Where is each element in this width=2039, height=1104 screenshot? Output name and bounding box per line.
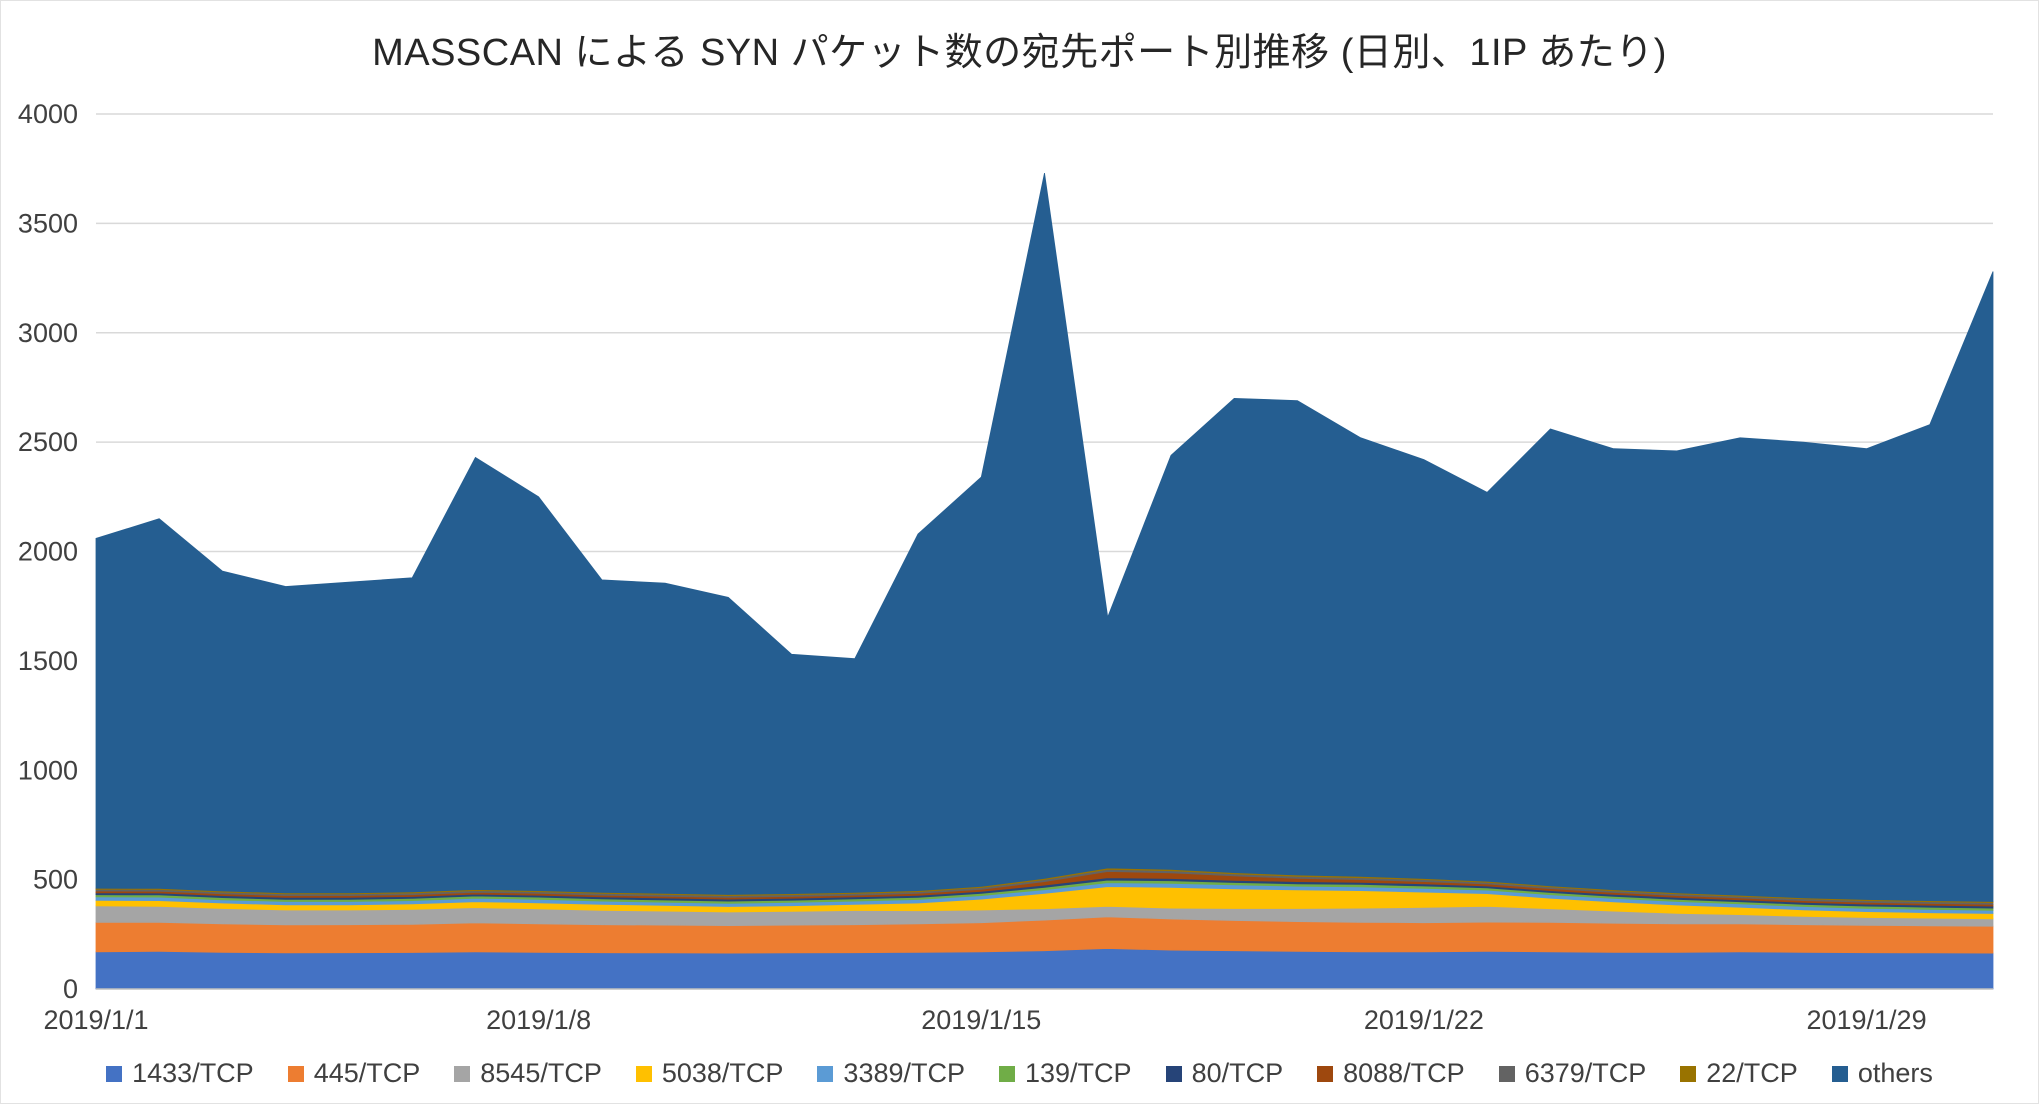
legend-swatch <box>1831 1065 1848 1082</box>
legend-item-1433-tcp: 1433/TCP <box>106 1058 254 1089</box>
legend-item-6379-tcp: 6379/TCP <box>1498 1058 1647 1089</box>
legend-swatch <box>1317 1065 1334 1082</box>
area-series-others <box>95 173 1994 902</box>
legend-swatch <box>999 1065 1015 1082</box>
legend-swatch <box>817 1065 834 1082</box>
y-tick-label: 2500 <box>18 427 78 457</box>
legend-swatch <box>1680 1065 1697 1082</box>
x-tick-label: 2019/1/15 <box>921 1005 1041 1035</box>
legend-label: 6379/TCP <box>1524 1058 1647 1088</box>
legend-item-445-tcp: 445/TCP <box>287 1058 421 1089</box>
y-tick-label: 3000 <box>18 318 78 348</box>
y-tick-label: 3500 <box>18 208 78 238</box>
x-tick-label: 2019/1/1 <box>43 1005 148 1035</box>
legend-item-8088-tcp: 8088/TCP <box>1317 1058 1465 1089</box>
legend-item-5038-tcp: 5038/TCP <box>635 1058 784 1089</box>
legend-swatch <box>1498 1065 1515 1082</box>
legend-swatch <box>1165 1065 1182 1082</box>
legend-item-80-tcp: 80/TCP <box>1165 1058 1284 1089</box>
area-series-1433-tcp <box>95 948 1994 990</box>
y-tick-label: 0 <box>63 974 78 1004</box>
legend-swatch <box>635 1065 652 1082</box>
x-tick-label: 2019/1/8 <box>486 1005 591 1035</box>
legend-label: 445/TCP <box>313 1058 421 1088</box>
legend-item-139-tcp: 139/TCP <box>999 1058 1132 1089</box>
y-tick-label: 1000 <box>18 755 78 785</box>
legend-label: 139/TCP <box>1025 1058 1132 1088</box>
y-tick-label: 1500 <box>18 646 78 676</box>
legend-item-3389-tcp: 3389/TCP <box>817 1058 965 1089</box>
legend-label: 1433/TCP <box>132 1058 254 1088</box>
x-tick-label: 2019/1/29 <box>1806 1005 1926 1035</box>
legend-item-22-tcp: 22/TCP <box>1680 1058 1798 1089</box>
legend-label: 22/TCP <box>1706 1058 1798 1088</box>
y-tick-label: 2000 <box>18 537 78 567</box>
legend-label: 8545/TCP <box>480 1058 602 1088</box>
legend-label: 3389/TCP <box>843 1058 965 1088</box>
legend-swatch <box>106 1065 123 1082</box>
y-tick-label: 500 <box>33 865 78 895</box>
legend-item-others: others <box>1831 1058 1933 1089</box>
legend-label: 80/TCP <box>1191 1058 1284 1088</box>
legend-swatch <box>454 1065 471 1082</box>
legend-swatch <box>287 1065 304 1082</box>
chart-title: MASSCAN による SYN パケット数の宛先ポート別推移 (日別、1IP あ… <box>372 32 1667 74</box>
legend-label: 8088/TCP <box>1343 1058 1465 1088</box>
legend: 1433/TCP 445/TCP 8545/TCP 5038/TCP 3389/TCP 1… <box>1 1058 2038 1089</box>
legend-item-8545-tcp: 8545/TCP <box>454 1058 602 1089</box>
y-tick-label: 4000 <box>18 99 78 129</box>
x-tick-label: 2019/1/22 <box>1364 1005 1484 1035</box>
legend-label: 5038/TCP <box>661 1058 784 1088</box>
legend-label: others <box>1857 1058 1933 1088</box>
